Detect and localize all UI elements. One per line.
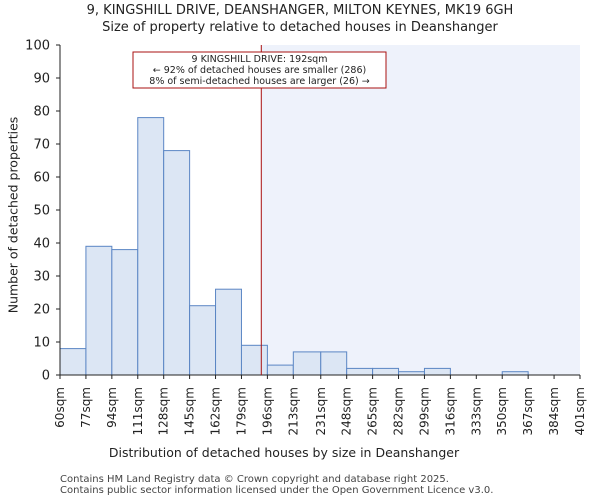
annotation-line-2: ← 92% of detached houses are smaller (28… [153, 65, 366, 76]
x-tick-label: 350sqm [495, 387, 509, 435]
y-tick-label: 30 [33, 270, 50, 285]
histogram-bar [346, 367, 374, 376]
chart-title-address: 9, KINGSHILL DRIVE, DEANSHANGER, MILTON … [86, 3, 514, 18]
footer-line-1: Contains HM Land Registry data © Crown c… [60, 474, 449, 485]
histogram-bar [85, 245, 113, 376]
y-tick-label: 70 [33, 138, 50, 153]
x-tick-label: 179sqm [234, 387, 248, 435]
x-tick-label: 265sqm [366, 387, 380, 435]
histogram-bar [189, 305, 217, 376]
histogram-bar [163, 150, 191, 376]
x-tick-label: 145sqm [183, 387, 197, 435]
x-tick-label: 282sqm [392, 387, 406, 435]
histogram-bar [266, 364, 294, 376]
x-tick-label: 111sqm [131, 387, 145, 435]
y-tick-label: 0 [42, 369, 50, 384]
x-tick-label: 367sqm [521, 387, 535, 435]
x-tick-label: 299sqm [417, 387, 431, 435]
x-tick-label: 333sqm [469, 387, 483, 435]
histogram-bar [372, 367, 400, 376]
x-axis-label: Distribution of detached houses by size … [109, 445, 460, 460]
x-tick-label: 94sqm [105, 387, 119, 428]
annotation-line-3: 8% of semi-detached houses are larger (2… [149, 76, 369, 87]
histogram-bar [240, 344, 268, 376]
y-tick-label: 90 [33, 72, 50, 87]
histogram-bar [423, 367, 451, 376]
chart-subtitle: Size of property relative to detached ho… [102, 20, 498, 35]
x-tick-label: 231sqm [314, 387, 328, 435]
histogram-bar [59, 348, 87, 376]
x-tick-label: 316sqm [443, 387, 457, 435]
x-tick-label: 77sqm [79, 387, 93, 428]
histogram-bar [292, 351, 322, 376]
x-tick-label: 128sqm [157, 387, 171, 435]
footer-line-2: Contains public sector information licen… [60, 485, 494, 496]
x-tick-label: 401sqm [573, 387, 587, 435]
histogram-bar [137, 117, 165, 376]
annotation-box [132, 51, 387, 89]
y-tick-label: 100 [25, 39, 50, 54]
y-tick-label: 80 [33, 105, 50, 120]
highlight-region [261, 45, 580, 375]
y-tick-label: 60 [33, 171, 50, 186]
y-tick-label: 50 [33, 204, 50, 219]
histogram-bar [111, 249, 139, 376]
x-tick-label: 196sqm [260, 387, 274, 435]
x-tick-label: 248sqm [340, 387, 354, 435]
x-tick-label: 60sqm [53, 387, 67, 428]
histogram-bar [215, 288, 242, 376]
y-tick-label: 20 [33, 303, 50, 318]
histogram-bar [320, 351, 348, 376]
y-tick-label: 40 [33, 237, 50, 252]
x-tick-label: 162sqm [209, 387, 223, 435]
y-axis-label: Number of detached properties [5, 117, 20, 314]
annotation-line-1: 9 KINGSHILL DRIVE: 192sqm [192, 54, 328, 65]
x-tick-label: 384sqm [547, 387, 561, 435]
y-tick-label: 10 [33, 336, 50, 351]
x-tick-label: 213sqm [286, 387, 300, 435]
